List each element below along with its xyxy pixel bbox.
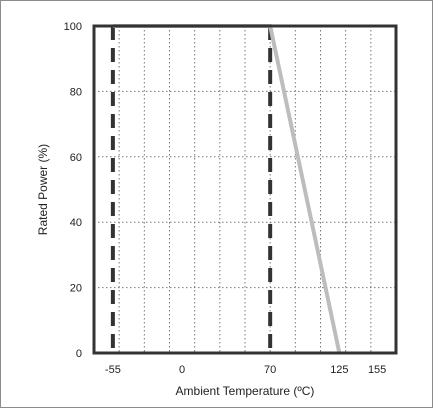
x-tick-label: 0 [179, 364, 185, 376]
y-tick-label: 60 [70, 152, 82, 164]
x-tick-label: 125 [330, 364, 348, 376]
x-tick-label: -55 [105, 364, 121, 376]
y-axis-label: Rated Power (%) [36, 144, 50, 235]
x-axis-label: Ambient Temperature (ºC) [176, 384, 315, 398]
reference-lines [110, 26, 273, 353]
x-tick-labels: -55 0 70 125 155 [105, 364, 386, 376]
series [112, 24, 342, 354]
x-tick-label: 155 [368, 364, 386, 376]
x-tick-label: 70 [264, 364, 276, 376]
y-tick-label: 100 [64, 21, 82, 33]
y-tick-label: 0 [76, 348, 82, 360]
grid [94, 26, 396, 353]
y-tick-label: 80 [70, 86, 82, 98]
y-tick-label: 40 [70, 217, 82, 229]
y-tick-labels: 0 20 40 60 80 100 [64, 21, 82, 360]
series-line [112, 24, 342, 354]
y-tick-label: 20 [70, 283, 82, 295]
plot-border [92, 24, 398, 355]
